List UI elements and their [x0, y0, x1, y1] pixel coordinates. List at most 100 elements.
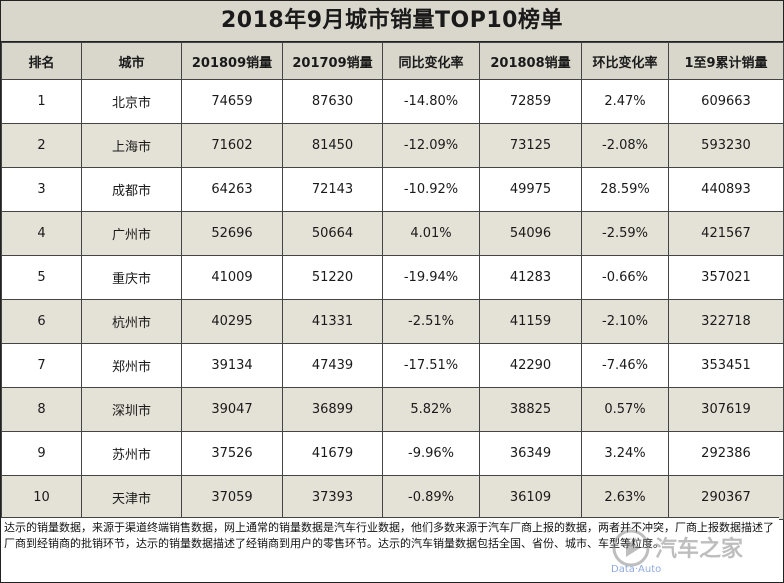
cell-cumulative-sales: 440893 [668, 167, 784, 212]
cell-cumulative-sales: 609663 [668, 79, 784, 124]
cell-mom-change: 0.57% [581, 387, 669, 432]
header-yoy-change: 同比变化率 [382, 42, 480, 80]
table-row: 5 重庆市 41009 51220 -19.94% 41283 -0.66% 3… [1, 255, 784, 300]
cell-cumulative-sales: 307619 [668, 387, 784, 432]
header-row: 排名 城市 201809销量 201709销量 同比变化率 201808销量 环… [1, 42, 784, 80]
cell-city: 广州市 [81, 211, 182, 256]
cell-mom-change: -2.59% [581, 211, 669, 256]
cell-rank: 9 [1, 431, 82, 476]
cell-city: 北京市 [81, 79, 182, 124]
header-rank: 排名 [1, 42, 82, 80]
cell-rank: 8 [1, 387, 82, 432]
header-sales-201809: 201809销量 [181, 42, 283, 80]
cell-yoy-change: -12.09% [382, 123, 480, 168]
cell-sales-201809: 37526 [181, 431, 283, 476]
cell-city: 苏州市 [81, 431, 182, 476]
cell-mom-change: -2.08% [581, 123, 669, 168]
table-row: 8 深圳市 39047 36899 5.82% 38825 0.57% 3076… [1, 387, 784, 432]
cell-sales-201709: 72143 [282, 167, 383, 212]
cell-city: 上海市 [81, 123, 182, 168]
cell-sales-201709: 87630 [282, 79, 383, 124]
header-mom-change: 环比变化率 [581, 42, 669, 80]
cell-city: 郑州市 [81, 343, 182, 388]
cell-sales-201709: 41331 [282, 299, 383, 344]
cell-sales-201809: 64263 [181, 167, 283, 212]
cell-sales-201709: 41679 [282, 431, 383, 476]
cell-city: 重庆市 [81, 255, 182, 300]
cell-sales-201808: 73125 [479, 123, 582, 168]
cell-yoy-change: -10.92% [382, 167, 480, 212]
cell-sales-201709: 50664 [282, 211, 383, 256]
cell-sales-201808: 41159 [479, 299, 582, 344]
ranking-table: 排名 城市 201809销量 201709销量 同比变化率 201808销量 环… [1, 42, 784, 520]
cell-sales-201709: 51220 [282, 255, 383, 300]
cell-rank: 4 [1, 211, 82, 256]
table-row: 7 郑州市 39134 47439 -17.51% 42290 -7.46% 3… [1, 343, 784, 388]
cell-sales-201809: 52696 [181, 211, 283, 256]
cell-sales-201809: 41009 [181, 255, 283, 300]
cell-sales-201808: 42290 [479, 343, 582, 388]
cell-cumulative-sales: 353451 [668, 343, 784, 388]
cell-cumulative-sales: 290367 [668, 475, 784, 520]
cell-rank: 7 [1, 343, 82, 388]
cell-city: 杭州市 [81, 299, 182, 344]
cell-mom-change: 28.59% [581, 167, 669, 212]
header-city: 城市 [81, 42, 182, 80]
table-row: 10 天津市 37059 37393 -0.89% 36109 2.63% 29… [1, 475, 784, 520]
cell-city: 深圳市 [81, 387, 182, 432]
cell-sales-201808: 36349 [479, 431, 582, 476]
table-row: 1 北京市 74659 87630 -14.80% 72859 2.47% 60… [1, 79, 784, 124]
cell-cumulative-sales: 357021 [668, 255, 784, 300]
cell-yoy-change: 4.01% [382, 211, 480, 256]
cell-mom-change: 2.63% [581, 475, 669, 520]
cell-rank: 1 [1, 79, 82, 124]
cell-cumulative-sales: 322718 [668, 299, 784, 344]
watermark-text: 汽车之家 [655, 536, 744, 562]
cell-mom-change: -7.46% [581, 343, 669, 388]
cell-sales-201808: 54096 [479, 211, 582, 256]
cell-rank: 5 [1, 255, 82, 300]
page-title: 2018年9月城市销量TOP10榜单 [1, 1, 783, 42]
cell-sales-201808: 41283 [479, 255, 582, 300]
cell-yoy-change: -19.94% [382, 255, 480, 300]
cell-rank: 10 [1, 475, 82, 520]
cell-sales-201709: 47439 [282, 343, 383, 388]
cell-sales-201809: 74659 [181, 79, 283, 124]
cell-yoy-change: -17.51% [382, 343, 480, 388]
cell-sales-201709: 36899 [282, 387, 383, 432]
table-row: 4 广州市 52696 50664 4.01% 54096 -2.59% 421… [1, 211, 784, 256]
cell-sales-201709: 81450 [282, 123, 383, 168]
cell-yoy-change: -9.96% [382, 431, 480, 476]
watermark-logo: 汽车之家 Data·Auto [611, 529, 744, 574]
table-row: 2 上海市 71602 81450 -12.09% 73125 -2.08% 5… [1, 123, 784, 168]
cell-cumulative-sales: 292386 [668, 431, 784, 476]
cell-sales-201709: 37393 [282, 475, 383, 520]
cell-rank: 2 [1, 123, 82, 168]
cell-sales-201809: 40295 [181, 299, 283, 344]
cell-sales-201809: 39047 [181, 387, 283, 432]
cell-yoy-change: -0.89% [382, 475, 480, 520]
cell-yoy-change: -2.51% [382, 299, 480, 344]
cell-sales-201809: 37059 [181, 475, 283, 520]
header-sales-201709: 201709销量 [282, 42, 383, 80]
cell-sales-201808: 38825 [479, 387, 582, 432]
cell-sales-201809: 71602 [181, 123, 283, 168]
table-row: 9 苏州市 37526 41679 -9.96% 36349 3.24% 292… [1, 431, 784, 476]
cell-mom-change: 3.24% [581, 431, 669, 476]
cell-yoy-change: 5.82% [382, 387, 480, 432]
cell-mom-change: -2.10% [581, 299, 669, 344]
play-logo-icon [612, 529, 650, 567]
table-row: 3 成都市 64263 72143 -10.92% 49975 28.59% 4… [1, 167, 784, 212]
cell-sales-201808: 72859 [479, 79, 582, 124]
table-row: 6 杭州市 40295 41331 -2.51% 41159 -2.10% 32… [1, 299, 784, 344]
cell-cumulative-sales: 593230 [668, 123, 784, 168]
cell-yoy-change: -14.80% [382, 79, 480, 124]
cell-mom-change: -0.66% [581, 255, 669, 300]
cell-cumulative-sales: 421567 [668, 211, 784, 256]
cell-rank: 3 [1, 167, 82, 212]
cell-city: 天津市 [81, 475, 182, 520]
cell-city: 成都市 [81, 167, 182, 212]
cell-rank: 6 [1, 299, 82, 344]
cell-mom-change: 2.47% [581, 79, 669, 124]
